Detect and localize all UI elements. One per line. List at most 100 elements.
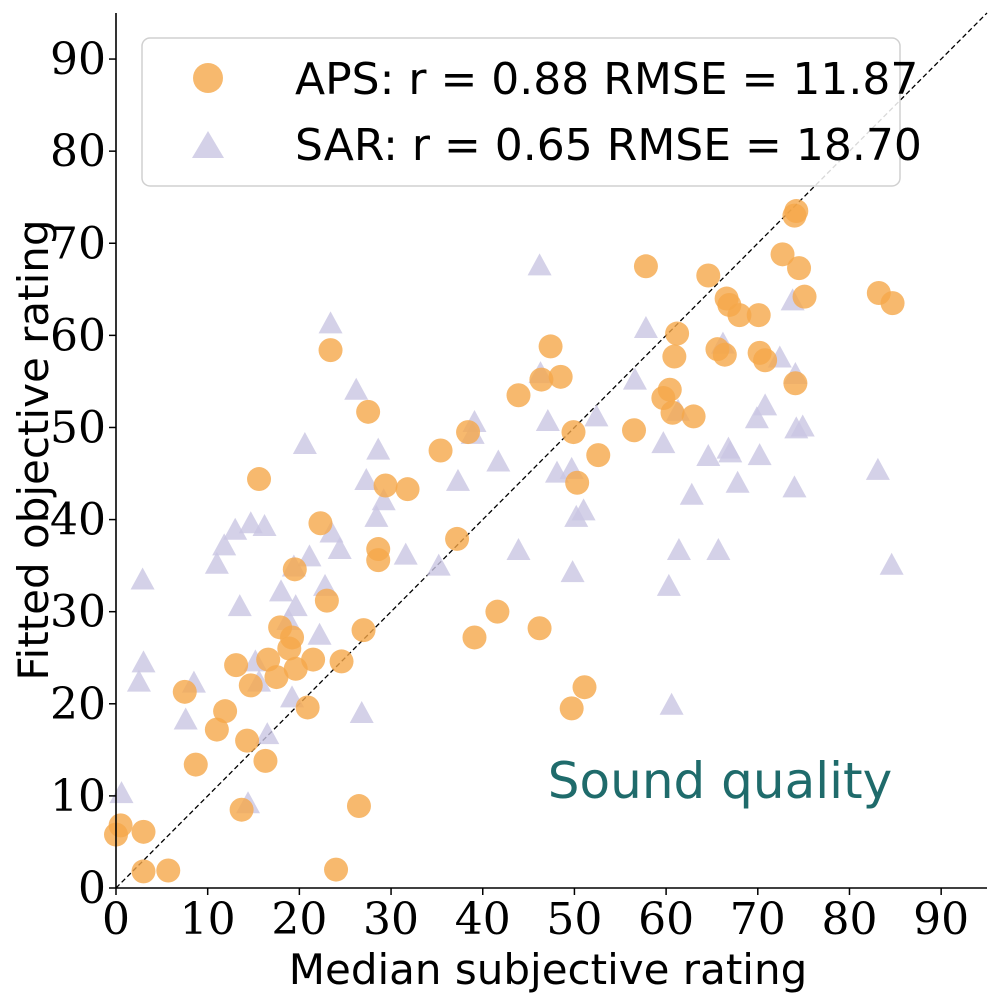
aps-point — [456, 420, 481, 445]
y-tick-label: 90 — [50, 34, 106, 85]
sar-point — [126, 669, 151, 692]
sar-point — [204, 551, 229, 574]
x-axis-title: Median subjective rating — [289, 945, 807, 994]
legend-sar-label: SAR: r = 0.65 RMSE = 18.70 — [295, 120, 922, 171]
aps-point — [681, 404, 706, 429]
aps-point — [356, 399, 381, 424]
aps-point — [280, 625, 305, 650]
aps-point — [346, 794, 371, 819]
legend-sar-marker — [192, 131, 224, 158]
sar-point — [679, 482, 704, 505]
sar-point — [327, 537, 352, 560]
sar-point — [506, 537, 531, 560]
sar-point — [790, 414, 815, 437]
aps-point — [108, 813, 133, 838]
aps-point — [247, 467, 272, 492]
sar-point — [344, 377, 369, 400]
sar-point — [319, 520, 344, 543]
legend-aps-marker — [193, 63, 223, 93]
aps-point — [264, 665, 289, 690]
axes — [115, 13, 987, 889]
sar-point — [865, 457, 890, 480]
sar-point — [718, 440, 743, 463]
y-tick-label: 30 — [50, 587, 106, 638]
sar-point — [393, 542, 418, 565]
legend-aps-label: APS: r = 0.88 RMSE = 11.87 — [295, 54, 918, 105]
aps-point — [753, 348, 778, 373]
sar-point — [109, 781, 134, 804]
aps-point — [727, 303, 752, 328]
y-ticks: 0 10 20 30 40 50 60 70 80 90 — [50, 34, 116, 914]
sar-point — [696, 444, 721, 467]
aps-point — [696, 263, 721, 288]
sar-point — [426, 553, 451, 576]
legend-box — [141, 37, 901, 187]
sar-point — [560, 560, 585, 583]
aps-point — [373, 473, 398, 498]
sar-point — [659, 692, 684, 715]
aps-point — [213, 699, 238, 724]
sar-point — [666, 537, 691, 560]
aps-point — [314, 588, 339, 613]
aps-point — [351, 618, 376, 643]
x-tick-label: 60 — [638, 894, 694, 945]
aps-point — [183, 752, 208, 777]
sar-point — [269, 579, 294, 602]
sar-point — [706, 537, 731, 560]
aps-point — [253, 748, 278, 773]
sar-point — [571, 498, 596, 521]
aps-point — [204, 717, 229, 742]
aps-point — [633, 254, 658, 279]
aps-point — [665, 321, 690, 346]
aps-point — [586, 443, 611, 468]
sar-point — [364, 504, 389, 527]
x-tick-label: 20 — [271, 894, 327, 945]
aps-point — [235, 728, 260, 753]
sar-point — [354, 467, 379, 490]
aps-point — [657, 377, 682, 402]
aps-point — [131, 819, 156, 844]
aps-point — [462, 625, 487, 650]
aps-point — [565, 470, 590, 495]
aps-point — [428, 438, 453, 463]
y-tick-label: 80 — [50, 126, 106, 177]
y-tick-label: 40 — [50, 495, 106, 546]
sar-point — [212, 533, 237, 556]
x-tick-label: 70 — [730, 894, 786, 945]
sar-point — [131, 650, 156, 673]
sar-point — [173, 707, 198, 730]
x-tick-label: 80 — [821, 894, 877, 945]
aps-point — [559, 696, 584, 721]
aps-point — [366, 548, 391, 573]
x-tick-label: 30 — [363, 894, 419, 945]
sar-point — [527, 253, 552, 276]
aps-series — [104, 199, 905, 884]
sar-point — [486, 449, 511, 472]
y-tick-label: 50 — [50, 402, 106, 453]
aps-point — [324, 857, 349, 882]
aps-point — [282, 557, 307, 582]
sar-point — [633, 316, 658, 338]
aps-point — [308, 511, 333, 536]
x-tick-label: 50 — [546, 894, 602, 945]
sar-point — [782, 475, 807, 498]
x-tick-label: 10 — [180, 894, 236, 945]
aps-point — [746, 303, 771, 328]
aps-point — [712, 342, 737, 367]
sar-point — [744, 406, 769, 429]
aps-point — [485, 599, 510, 624]
y-tick-label: 60 — [50, 310, 106, 361]
sar-point — [307, 622, 332, 645]
aps-point — [301, 647, 326, 672]
sar-point — [238, 511, 263, 534]
sar-point — [318, 311, 343, 334]
aps-point — [622, 418, 647, 443]
sar-point — [366, 437, 391, 460]
sar-point — [651, 431, 676, 454]
legend: APS: r = 0.88 RMSE = 11.87 SAR: r = 0.65… — [141, 37, 922, 187]
sar-point — [223, 517, 248, 540]
aps-point — [506, 383, 531, 408]
aps-point — [538, 334, 563, 359]
sar-point — [371, 488, 396, 511]
